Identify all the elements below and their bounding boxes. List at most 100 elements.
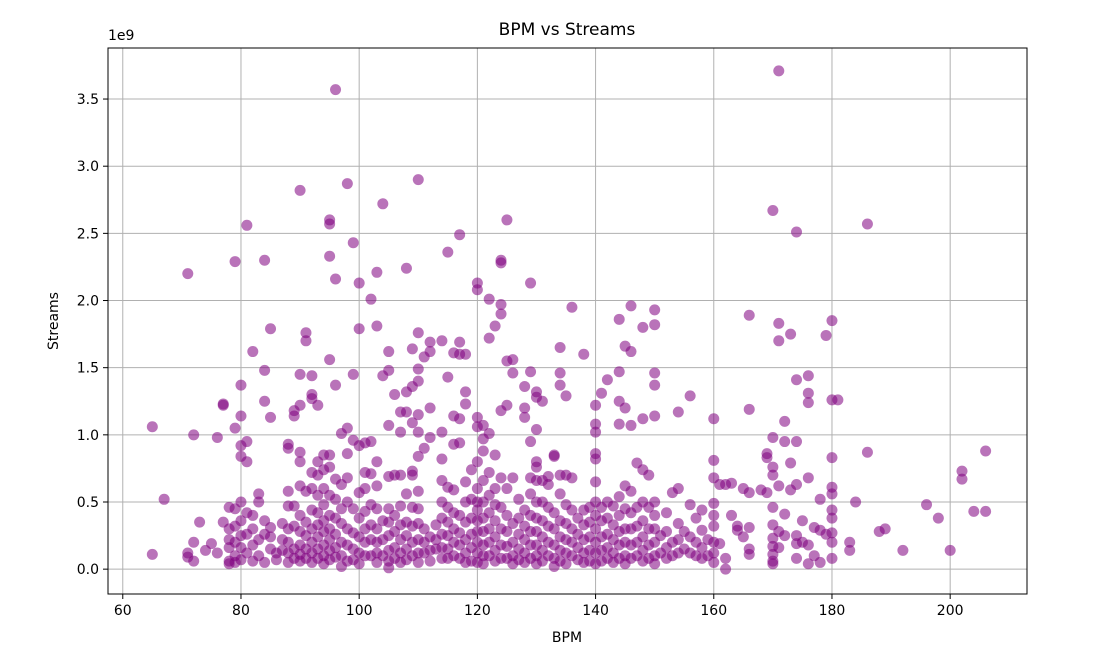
data-point [483, 466, 495, 478]
data-point [708, 413, 720, 425]
data-point [460, 398, 472, 410]
data-point [229, 256, 241, 268]
data-point [956, 473, 968, 485]
data-point [424, 432, 436, 444]
data-point [483, 332, 495, 344]
data-point [146, 548, 158, 560]
data-point [761, 487, 773, 499]
data-point [802, 539, 814, 551]
data-point [324, 354, 336, 366]
data-point [814, 556, 826, 568]
data-point [395, 469, 407, 481]
data-point [826, 536, 838, 548]
data-point [353, 277, 365, 289]
data-point [418, 523, 430, 535]
data-point [330, 273, 342, 285]
data-point [471, 483, 483, 495]
data-point [188, 536, 200, 548]
data-point [542, 479, 554, 491]
data-point [714, 538, 726, 550]
data-point [241, 547, 253, 559]
data-point [554, 488, 566, 500]
data-point [590, 453, 602, 465]
data-point [501, 214, 513, 226]
y-axis: 0.0 0.5 1.0 1.5 2.0 2.5 3.0 3.5 [77, 92, 108, 578]
data-point [613, 491, 625, 503]
data-point [188, 555, 200, 567]
data-point [330, 528, 342, 540]
data-point [767, 501, 779, 513]
data-point [578, 348, 590, 360]
data-point [820, 329, 832, 341]
data-point [625, 300, 637, 312]
data-point [412, 363, 424, 375]
data-point [643, 469, 655, 481]
data-point [383, 346, 395, 358]
data-point [383, 364, 395, 376]
data-point [454, 413, 466, 425]
data-point [312, 399, 324, 411]
data-point [412, 556, 424, 568]
data-point [424, 346, 436, 358]
data-point [330, 379, 342, 391]
data-point [696, 504, 708, 516]
data-point [672, 406, 684, 418]
data-point [424, 336, 436, 348]
data-point [477, 558, 489, 570]
data-point [495, 257, 507, 269]
y-tick-label: 3.0 [77, 159, 99, 175]
data-point [265, 531, 277, 543]
data-point [412, 485, 424, 497]
x-tick-label: 80 [232, 603, 250, 619]
data-point [649, 319, 661, 331]
data-point [554, 367, 566, 379]
data-point [330, 493, 342, 505]
data-point [389, 509, 401, 521]
data-points [146, 65, 992, 575]
data-point [554, 342, 566, 354]
data-point [625, 346, 637, 358]
data-point [448, 484, 460, 496]
data-point [460, 348, 472, 360]
data-point [330, 84, 342, 96]
data-point [395, 426, 407, 438]
data-point [548, 507, 560, 519]
data-point [696, 542, 708, 554]
data-point [619, 402, 631, 414]
data-point [495, 501, 507, 513]
x-tick-label: 180 [819, 603, 846, 619]
y-tick-label: 1.5 [77, 361, 99, 377]
data-point [530, 461, 542, 473]
data-point [489, 320, 501, 332]
data-point [613, 313, 625, 325]
data-point [353, 323, 365, 335]
data-point [980, 445, 992, 457]
data-point [324, 250, 336, 262]
data-point [341, 448, 353, 460]
data-point [613, 418, 625, 430]
data-point [726, 509, 738, 521]
data-point [507, 354, 519, 366]
data-point [791, 436, 803, 448]
data-point [802, 387, 814, 399]
data-point [406, 417, 418, 429]
data-point [495, 299, 507, 311]
data-point [324, 461, 336, 473]
data-point [625, 485, 637, 497]
data-point [513, 493, 525, 505]
data-point [436, 453, 448, 465]
data-point [400, 262, 412, 274]
data-point [341, 178, 353, 190]
data-point [767, 558, 779, 570]
data-point [194, 516, 206, 528]
data-point [844, 536, 856, 548]
data-point [708, 454, 720, 466]
y-tick-label: 3.5 [77, 92, 99, 108]
data-point [921, 499, 933, 511]
data-point [294, 446, 306, 458]
data-point [601, 374, 613, 386]
data-point [554, 379, 566, 391]
data-point [483, 427, 495, 439]
data-point [637, 321, 649, 333]
